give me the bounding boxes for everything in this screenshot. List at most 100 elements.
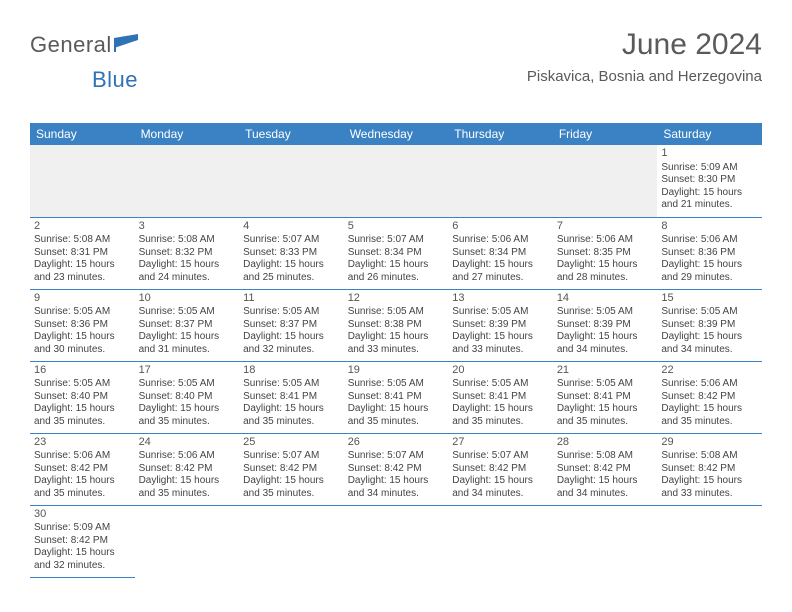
- sunrise-text: Sunrise: 5:05 AM: [661, 306, 758, 319]
- weekday-header: Friday: [553, 123, 658, 145]
- day-number: 9: [34, 292, 131, 306]
- calendar-blank-cell: [657, 505, 762, 577]
- day-number: 21: [557, 364, 654, 378]
- daylight-text: Daylight: 15 hours and 34 minutes.: [661, 331, 758, 356]
- day-number: 25: [243, 436, 340, 450]
- daylight-text: Daylight: 15 hours and 34 minutes.: [557, 331, 654, 356]
- sunset-text: Sunset: 8:31 PM: [34, 247, 131, 260]
- daylight-text: Daylight: 15 hours and 21 minutes.: [661, 187, 758, 212]
- calendar-empty-cell: [553, 145, 658, 217]
- calendar-empty-cell: [448, 145, 553, 217]
- calendar-day-cell: 26Sunrise: 5:07 AMSunset: 8:42 PMDayligh…: [344, 433, 449, 505]
- daylight-text: Daylight: 15 hours and 34 minutes.: [348, 475, 445, 500]
- month-title: June 2024: [527, 28, 762, 62]
- calendar-week-row: 9Sunrise: 5:05 AMSunset: 8:36 PMDaylight…: [30, 289, 762, 361]
- calendar-day-cell: 16Sunrise: 5:05 AMSunset: 8:40 PMDayligh…: [30, 361, 135, 433]
- daylight-text: Daylight: 15 hours and 35 minutes.: [34, 403, 131, 428]
- calendar-day-cell: 25Sunrise: 5:07 AMSunset: 8:42 PMDayligh…: [239, 433, 344, 505]
- calendar-day-cell: 23Sunrise: 5:06 AMSunset: 8:42 PMDayligh…: [30, 433, 135, 505]
- calendar-day-cell: 11Sunrise: 5:05 AMSunset: 8:37 PMDayligh…: [239, 289, 344, 361]
- sunrise-text: Sunrise: 5:05 AM: [348, 306, 445, 319]
- sunset-text: Sunset: 8:41 PM: [557, 391, 654, 404]
- sunrise-text: Sunrise: 5:08 AM: [557, 450, 654, 463]
- sunset-text: Sunset: 8:39 PM: [557, 319, 654, 332]
- sunset-text: Sunset: 8:39 PM: [452, 319, 549, 332]
- calendar-day-cell: 22Sunrise: 5:06 AMSunset: 8:42 PMDayligh…: [657, 361, 762, 433]
- brand-text-2: Blue: [92, 67, 138, 92]
- sunrise-text: Sunrise: 5:07 AM: [243, 450, 340, 463]
- sunset-text: Sunset: 8:36 PM: [661, 247, 758, 260]
- calendar-day-cell: 29Sunrise: 5:08 AMSunset: 8:42 PMDayligh…: [657, 433, 762, 505]
- day-number: 20: [452, 364, 549, 378]
- day-number: 13: [452, 292, 549, 306]
- daylight-text: Daylight: 15 hours and 31 minutes.: [139, 331, 236, 356]
- location-text: Piskavica, Bosnia and Herzegovina: [527, 68, 762, 85]
- weekday-header: Monday: [135, 123, 240, 145]
- sunrise-text: Sunrise: 5:06 AM: [661, 378, 758, 391]
- calendar-blank-cell: [135, 505, 240, 577]
- sunset-text: Sunset: 8:42 PM: [348, 463, 445, 476]
- sunset-text: Sunset: 8:42 PM: [661, 391, 758, 404]
- day-number: 30: [34, 508, 131, 522]
- calendar-day-cell: 20Sunrise: 5:05 AMSunset: 8:41 PMDayligh…: [448, 361, 553, 433]
- day-number: 2: [34, 220, 131, 234]
- calendar-day-cell: 2Sunrise: 5:08 AMSunset: 8:31 PMDaylight…: [30, 217, 135, 289]
- sunset-text: Sunset: 8:37 PM: [243, 319, 340, 332]
- day-number: 24: [139, 436, 236, 450]
- daylight-text: Daylight: 15 hours and 35 minutes.: [243, 403, 340, 428]
- daylight-text: Daylight: 15 hours and 34 minutes.: [452, 475, 549, 500]
- calendar-week-row: 23Sunrise: 5:06 AMSunset: 8:42 PMDayligh…: [30, 433, 762, 505]
- title-block: June 2024 Piskavica, Bosnia and Herzegov…: [527, 28, 762, 85]
- sunset-text: Sunset: 8:41 PM: [348, 391, 445, 404]
- sunset-text: Sunset: 8:30 PM: [661, 174, 758, 187]
- sunset-text: Sunset: 8:42 PM: [139, 463, 236, 476]
- sunrise-text: Sunrise: 5:05 AM: [34, 378, 131, 391]
- sunset-text: Sunset: 8:34 PM: [348, 247, 445, 260]
- day-number: 14: [557, 292, 654, 306]
- daylight-text: Daylight: 15 hours and 24 minutes.: [139, 259, 236, 284]
- sunrise-text: Sunrise: 5:07 AM: [243, 234, 340, 247]
- sunset-text: Sunset: 8:42 PM: [557, 463, 654, 476]
- daylight-text: Daylight: 15 hours and 35 minutes.: [452, 403, 549, 428]
- calendar-day-cell: 4Sunrise: 5:07 AMSunset: 8:33 PMDaylight…: [239, 217, 344, 289]
- calendar-day-cell: 7Sunrise: 5:06 AMSunset: 8:35 PMDaylight…: [553, 217, 658, 289]
- day-number: 17: [139, 364, 236, 378]
- sunset-text: Sunset: 8:32 PM: [139, 247, 236, 260]
- day-number: 26: [348, 436, 445, 450]
- day-number: 8: [661, 220, 758, 234]
- calendar-week-row: 2Sunrise: 5:08 AMSunset: 8:31 PMDaylight…: [30, 217, 762, 289]
- sunrise-text: Sunrise: 5:07 AM: [348, 234, 445, 247]
- daylight-text: Daylight: 15 hours and 33 minutes.: [348, 331, 445, 356]
- sunset-text: Sunset: 8:37 PM: [139, 319, 236, 332]
- day-number: 7: [557, 220, 654, 234]
- calendar-blank-cell: [239, 505, 344, 577]
- daylight-text: Daylight: 15 hours and 35 minutes.: [139, 403, 236, 428]
- day-number: 29: [661, 436, 758, 450]
- sunset-text: Sunset: 8:42 PM: [243, 463, 340, 476]
- sunset-text: Sunset: 8:41 PM: [243, 391, 340, 404]
- calendar-day-cell: 3Sunrise: 5:08 AMSunset: 8:32 PMDaylight…: [135, 217, 240, 289]
- day-number: 12: [348, 292, 445, 306]
- calendar-week-row: 16Sunrise: 5:05 AMSunset: 8:40 PMDayligh…: [30, 361, 762, 433]
- sunrise-text: Sunrise: 5:06 AM: [139, 450, 236, 463]
- daylight-text: Daylight: 15 hours and 27 minutes.: [452, 259, 549, 284]
- day-number: 19: [348, 364, 445, 378]
- daylight-text: Daylight: 15 hours and 35 minutes.: [661, 403, 758, 428]
- day-number: 18: [243, 364, 340, 378]
- daylight-text: Daylight: 15 hours and 28 minutes.: [557, 259, 654, 284]
- brand-logo: General: [30, 28, 140, 58]
- weekday-header: Saturday: [657, 123, 762, 145]
- day-number: 5: [348, 220, 445, 234]
- sunrise-text: Sunrise: 5:05 AM: [139, 306, 236, 319]
- sunrise-text: Sunrise: 5:06 AM: [661, 234, 758, 247]
- weekday-header: Thursday: [448, 123, 553, 145]
- calendar-body: 1Sunrise: 5:09 AMSunset: 8:30 PMDaylight…: [30, 145, 762, 577]
- sunrise-text: Sunrise: 5:07 AM: [452, 450, 549, 463]
- sunrise-text: Sunrise: 5:05 AM: [243, 378, 340, 391]
- daylight-text: Daylight: 15 hours and 35 minutes.: [243, 475, 340, 500]
- calendar-day-cell: 10Sunrise: 5:05 AMSunset: 8:37 PMDayligh…: [135, 289, 240, 361]
- daylight-text: Daylight: 15 hours and 32 minutes.: [34, 547, 131, 572]
- sunrise-text: Sunrise: 5:05 AM: [557, 378, 654, 391]
- sunrise-text: Sunrise: 5:05 AM: [348, 378, 445, 391]
- calendar-day-cell: 17Sunrise: 5:05 AMSunset: 8:40 PMDayligh…: [135, 361, 240, 433]
